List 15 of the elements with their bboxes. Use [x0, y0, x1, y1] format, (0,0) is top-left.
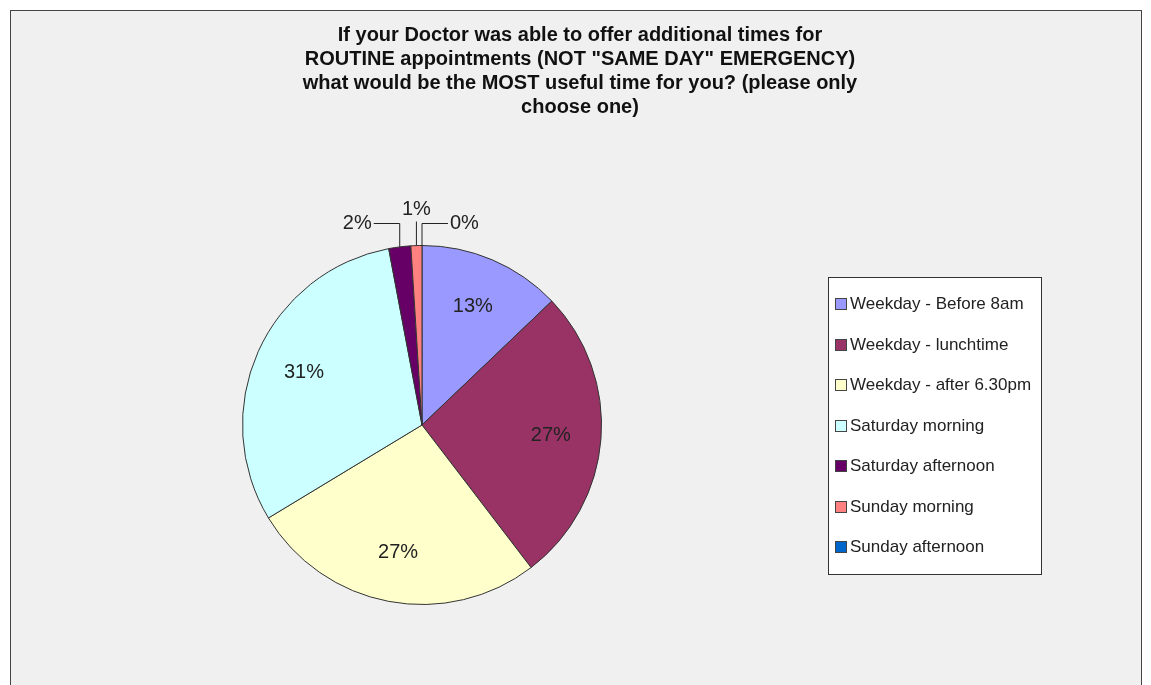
legend-label: Sunday morning — [850, 496, 974, 517]
legend-label: Weekday - after 6.30pm — [850, 375, 1032, 396]
chart-title: If your Doctor was able to offer additional times for ROUTINE appointments (NOT "SAME DAY" EMERGENCY) what would be the MOST useful time for you? (please only choose one) — [301, 22, 859, 118]
legend-label: Saturday afternoon — [850, 456, 995, 477]
data-label: 27% — [530, 422, 572, 445]
legend-label: Weekday - Before 8am — [850, 294, 1024, 315]
data-label: 27% — [378, 539, 419, 562]
legend-label: Sunday afternoon — [850, 537, 985, 558]
data-label: 2% — [342, 211, 372, 234]
data-label: 31% — [283, 359, 325, 382]
data-label: 1% — [401, 197, 432, 220]
text: 0% — [450, 211, 479, 234]
legend-label: Weekday - lunchtime — [850, 334, 1009, 355]
data-label: 13% — [452, 293, 494, 316]
legend-label: Saturday morning — [850, 415, 985, 436]
